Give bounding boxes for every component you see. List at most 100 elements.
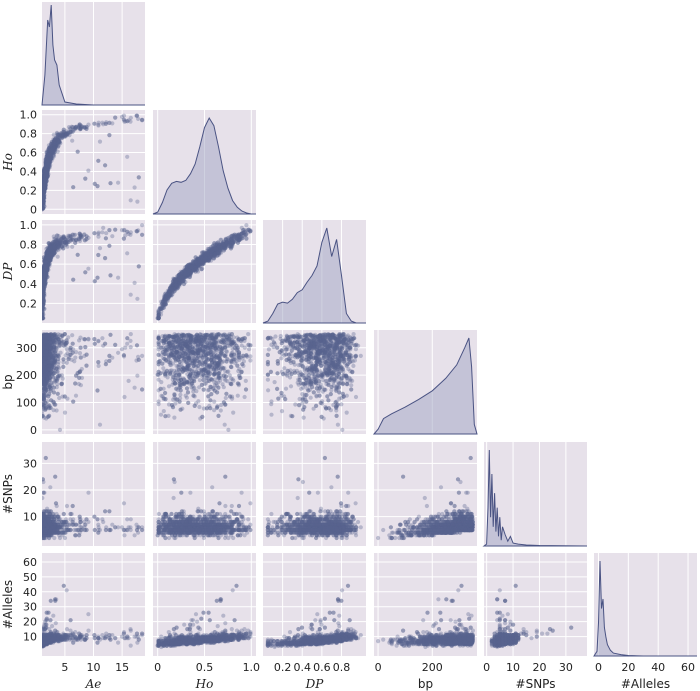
scatter-point — [42, 177, 46, 182]
scatter-point — [50, 249, 56, 254]
scatter-point — [136, 116, 141, 121]
scatter-point — [43, 175, 49, 181]
scatter-point — [42, 178, 47, 183]
scatter-point — [86, 235, 91, 240]
scatter-point — [47, 154, 52, 159]
scatter-point — [44, 172, 49, 177]
scatter-point — [42, 174, 47, 179]
scatter-point — [42, 266, 47, 271]
panel-Ho-vs-Ho — [152, 110, 256, 215]
scatter-point — [84, 124, 89, 130]
scatter-point — [43, 171, 48, 176]
scatter-point — [54, 139, 59, 144]
scatter-point — [44, 265, 49, 270]
scatter-point — [42, 268, 46, 273]
scatter-point — [44, 170, 49, 176]
scatter-point — [103, 121, 108, 126]
scatter-point — [42, 299, 46, 304]
scatter-point — [43, 174, 49, 179]
scatter-point — [42, 201, 46, 206]
scatter-point — [42, 281, 47, 286]
scatter-point — [52, 145, 57, 150]
scatter-point — [51, 147, 57, 152]
scatter-point — [47, 152, 52, 157]
scatter-point — [42, 191, 46, 196]
scatter-point — [43, 267, 48, 272]
scatter-point — [42, 190, 45, 195]
scatter-point — [42, 186, 47, 191]
scatter-point — [42, 279, 46, 284]
scatter-point — [42, 174, 47, 179]
scatter-point — [140, 232, 145, 237]
scatter-point — [42, 182, 46, 187]
scatter-point — [52, 137, 58, 142]
scatter-point — [42, 175, 48, 180]
scatter-point — [64, 239, 69, 244]
scatter-point — [42, 177, 45, 182]
scatter-point — [51, 150, 56, 155]
scatter-point — [42, 184, 47, 189]
scatter-point — [42, 178, 47, 184]
scatter-point — [42, 191, 46, 197]
scatter-point — [43, 256, 49, 261]
scatter-point — [42, 299, 45, 304]
scatter-point — [51, 150, 56, 155]
scatter-point — [42, 290, 46, 295]
scatter-point — [42, 180, 46, 185]
scatter-point — [84, 237, 89, 242]
scatter-point — [45, 168, 51, 173]
scatter-point — [43, 164, 48, 170]
scatter-point — [52, 244, 57, 249]
scatter-point — [46, 159, 51, 165]
scatter-point — [43, 267, 48, 272]
scatter-point — [43, 263, 48, 268]
scatter-point — [43, 179, 48, 184]
scatter-point — [42, 186, 45, 191]
scatter-point — [107, 228, 112, 233]
scatter-point — [52, 137, 57, 142]
scatter-point — [44, 172, 49, 177]
scatter-point — [68, 126, 73, 131]
scatter-point — [44, 162, 49, 167]
scatter-point — [42, 278, 45, 283]
scatter-point — [42, 296, 45, 301]
scatter-point — [62, 132, 67, 137]
scatter-point — [45, 166, 50, 171]
scatter-point — [42, 182, 46, 187]
scatter-point — [42, 188, 46, 193]
scatter-point — [44, 156, 49, 161]
scatter-point — [43, 172, 49, 177]
scatter-point — [42, 187, 45, 192]
y-tick-label: 0.8 — [20, 239, 38, 252]
scatter-point — [42, 206, 45, 211]
scatter-point — [44, 165, 49, 170]
scatter-point — [42, 281, 45, 286]
scatter-point — [46, 254, 52, 259]
scatter-point — [44, 263, 49, 268]
scatter-point — [43, 179, 48, 184]
scatter-point — [60, 134, 65, 139]
scatter-point — [43, 176, 48, 181]
scatter-point — [72, 127, 77, 132]
scatter-point — [77, 122, 82, 127]
scatter-point — [42, 178, 46, 183]
scatter-point — [42, 178, 47, 183]
scatter-point — [42, 199, 46, 204]
scatter-point — [45, 153, 50, 159]
scatter-point — [42, 278, 46, 283]
scatter-point — [42, 285, 46, 290]
scatter-point — [42, 206, 45, 211]
scatter-point — [44, 164, 49, 169]
scatter-point — [42, 265, 46, 271]
scatter-point — [47, 158, 52, 163]
scatter-point — [50, 146, 56, 151]
scatter-point — [42, 302, 45, 307]
scatter-point — [45, 266, 50, 271]
scatter-point — [42, 267, 48, 272]
scatter-point — [46, 152, 51, 157]
scatter-point — [51, 243, 56, 249]
scatter-point — [59, 236, 64, 242]
scatter-point — [44, 263, 49, 268]
scatter-point — [42, 203, 45, 208]
scatter-point — [42, 281, 45, 286]
